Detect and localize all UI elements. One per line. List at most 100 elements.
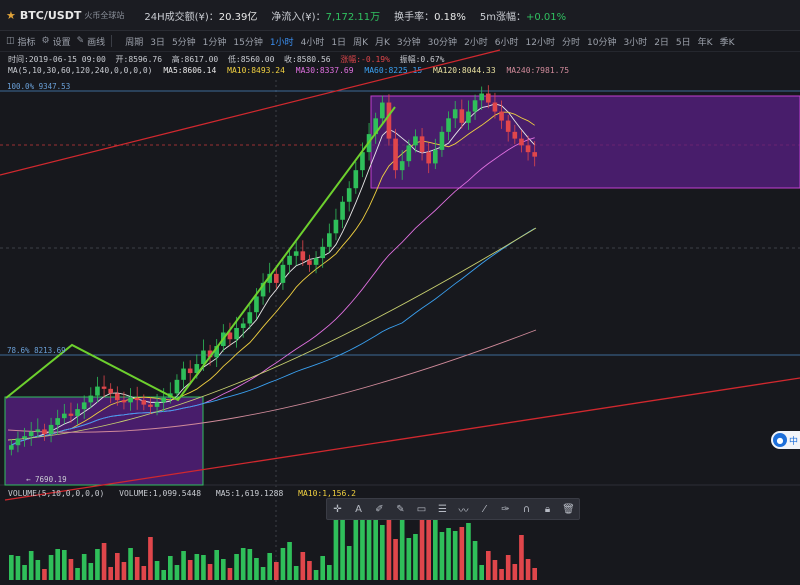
- candle-body: [214, 346, 220, 358]
- brush-icon[interactable]: ✐: [375, 503, 384, 515]
- candle-body: [81, 402, 87, 410]
- settings-button[interactable]: ⚙ 设置: [41, 36, 71, 48]
- candle-body: [121, 400, 127, 403]
- stat-turnover: 换手率：0.18%: [394, 11, 466, 23]
- period-19[interactable]: 年K: [697, 37, 713, 48]
- pen-icon[interactable]: ⁄: [483, 503, 486, 515]
- volume-bars: [8, 506, 538, 580]
- candle-body: [101, 386, 107, 389]
- period-9[interactable]: 3分钟: [396, 37, 421, 48]
- period-17[interactable]: 2日: [654, 37, 669, 48]
- volume-bar: [174, 565, 180, 580]
- candle-body: [68, 413, 74, 416]
- candle-body: [326, 233, 332, 247]
- period-1[interactable]: 5分钟: [171, 37, 196, 48]
- candle-body: [320, 246, 326, 259]
- volume-bar: [114, 553, 120, 580]
- volume-bar: [499, 569, 504, 580]
- volume-bar: [48, 555, 54, 580]
- candle-body: [48, 424, 54, 434]
- candle-body: [300, 251, 306, 261]
- drawing-toolbar: ✛ A ✐ ✎ ▭ ☰ 〰 ⁄ ✑ ∩ 🔒︎ 🗑︎: [326, 498, 580, 520]
- period-2[interactable]: 1分钟: [202, 37, 227, 48]
- ma60-line: [11, 227, 535, 446]
- volume-bar: [439, 532, 445, 580]
- volume-bar: [35, 560, 41, 580]
- lang-badge[interactable]: ● 中: [771, 431, 800, 449]
- candle-body: [42, 429, 47, 434]
- period-3[interactable]: 15分钟: [233, 37, 263, 48]
- candle-body: [419, 136, 425, 153]
- top-bar: ★ BTC/USDT 火币全球站 24H成交额(¥)：20.39亿 净流入(¥)…: [0, 0, 800, 31]
- candle-body: [293, 251, 299, 256]
- period-15[interactable]: 10分钟: [587, 37, 617, 48]
- brush2-icon[interactable]: ✑: [501, 503, 510, 515]
- volume-bar: [108, 567, 114, 580]
- volume-bar: [333, 509, 339, 580]
- volume-info: VOLUME(5,10,0,0,0,0) VOLUME:1,099.5448 M…: [8, 489, 356, 498]
- crosshair-icon[interactable]: ✛: [333, 503, 342, 515]
- volume-bar: [214, 550, 220, 580]
- period-10[interactable]: 30分钟: [427, 37, 458, 48]
- rectangle-icon[interactable]: ▭: [416, 503, 427, 515]
- volume-bar: [466, 523, 471, 580]
- volume-bar: [121, 562, 127, 580]
- magnet-icon[interactable]: ∩: [522, 503, 531, 515]
- volume-bar: [366, 518, 372, 580]
- period-18[interactable]: 5日: [675, 37, 691, 48]
- lock-icon[interactable]: 🔒︎: [544, 503, 551, 515]
- pair-name[interactable]: BTC/USDT: [19, 8, 82, 22]
- low-marker: ← 7690.19: [26, 475, 67, 484]
- candle-body: [485, 93, 491, 103]
- candle-body: [95, 386, 100, 396]
- fib-level-mid: 78.6% 8213.69: [7, 346, 66, 355]
- period-13[interactable]: 12小时: [525, 37, 555, 48]
- period-7[interactable]: 周K: [353, 37, 368, 48]
- candle-body: [413, 136, 418, 146]
- volume-bar: [492, 560, 498, 580]
- volume-bar: [307, 561, 312, 580]
- candle-body: [22, 436, 27, 439]
- star-icon[interactable]: ★: [6, 8, 16, 22]
- volume-bar: [406, 538, 412, 580]
- volume-bar: [88, 563, 94, 580]
- period-11[interactable]: 2小时: [464, 37, 488, 48]
- trash-icon[interactable]: 🗑︎: [562, 503, 575, 515]
- volume-bar: [340, 520, 345, 580]
- candle-body: [141, 400, 147, 405]
- volume-bar: [512, 564, 518, 580]
- text-tool-icon[interactable]: A: [355, 503, 362, 515]
- exchange-name: 火币全球站: [84, 10, 125, 20]
- marker-icon[interactable]: ✎: [396, 503, 405, 515]
- candle-body: [532, 152, 538, 157]
- period-14[interactable]: 分时: [561, 37, 580, 48]
- period-6[interactable]: 1日: [331, 37, 347, 48]
- candle-body: [512, 131, 518, 139]
- period-8[interactable]: 月K: [374, 37, 390, 48]
- indicator-button[interactable]: ◫ 指标: [6, 36, 36, 48]
- candle-body: [28, 431, 34, 437]
- lang-icon: ●: [773, 433, 787, 447]
- period-5[interactable]: 4小时: [300, 37, 325, 48]
- period-16[interactable]: 3小时: [623, 37, 648, 48]
- candle-body: [128, 397, 133, 403]
- period-12[interactable]: 6小时: [494, 37, 519, 48]
- stat-5m-change: 5m涨幅：+0.01%: [479, 11, 567, 23]
- stat-24h-volume: 24H成交额(¥)：20.39亿: [144, 11, 258, 23]
- candle-body: [399, 161, 405, 171]
- period-4[interactable]: 1小时: [269, 37, 294, 48]
- fib-tool-icon[interactable]: ☰: [438, 503, 447, 515]
- candle-body: [234, 327, 239, 340]
- draw-button[interactable]: ✎ 画线: [76, 36, 106, 48]
- candle-body: [114, 393, 120, 401]
- candle-body: [466, 111, 471, 123]
- volume-bar: [234, 554, 239, 580]
- volume-bar: [485, 551, 491, 580]
- candle-body: [148, 404, 153, 407]
- wave-tool-icon[interactable]: 〰: [458, 505, 469, 517]
- period-20[interactable]: 季K: [719, 37, 735, 48]
- volume-bar: [68, 559, 74, 580]
- period-0[interactable]: 3日: [150, 37, 165, 48]
- volume-bar: [220, 559, 226, 580]
